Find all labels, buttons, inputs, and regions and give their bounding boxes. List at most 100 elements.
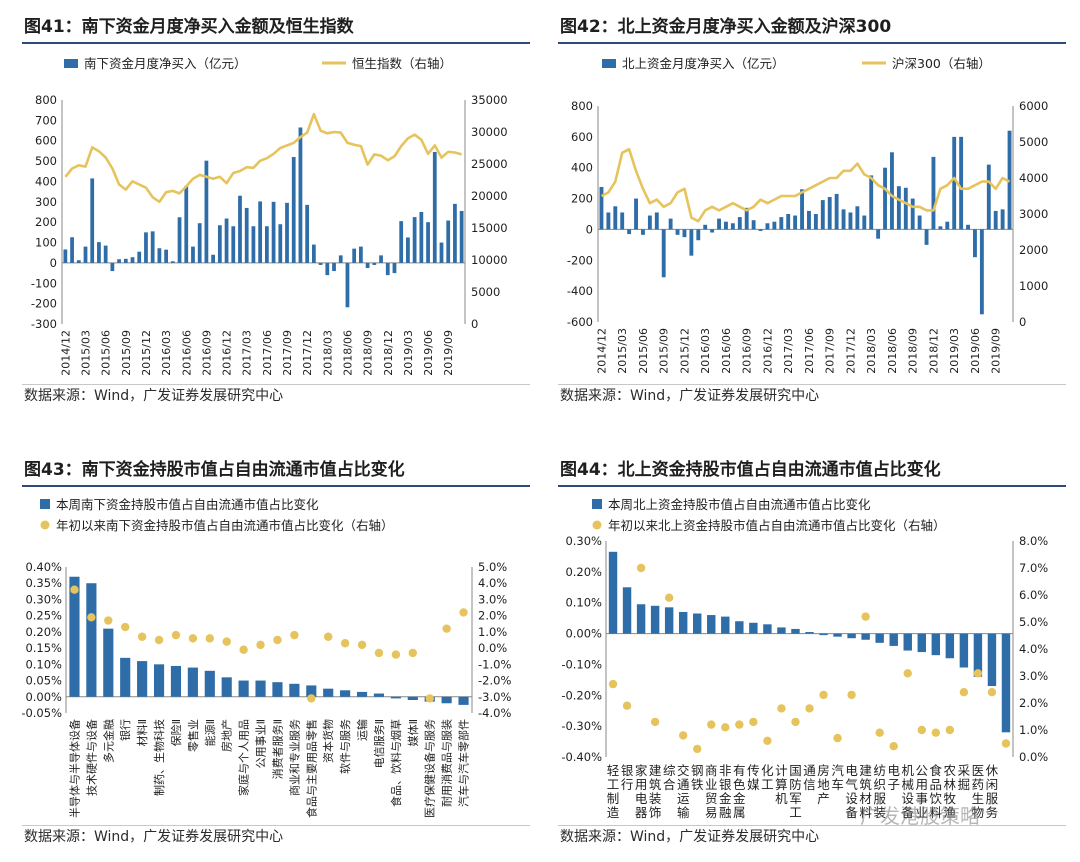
panel-title: 图41：南下资金月度净买入金额及恒生指数 (22, 12, 530, 44)
bar (910, 198, 915, 230)
category-label: 用 (916, 777, 929, 792)
bar (264, 226, 269, 263)
x-tick-label: 2016/06 (720, 328, 733, 374)
category-label: 织 (873, 777, 886, 792)
bar (359, 246, 363, 263)
dot (256, 640, 265, 650)
left-tick-label: 0.10% (25, 657, 62, 671)
panel-source: 数据来源：Wind，广发证券发展研究中心 (558, 825, 1066, 848)
bar (599, 187, 604, 230)
category-label: 饮 (930, 791, 943, 806)
category-label: 资本货物 (321, 719, 335, 763)
category-label: 银 (719, 777, 732, 792)
category-label: 林 (944, 777, 957, 792)
category-label: 车 (831, 777, 844, 792)
left-tick-label: -0.30% (561, 719, 602, 733)
bar (110, 262, 115, 272)
category-label: 料 (859, 805, 872, 820)
panel-source: 数据来源：Wind，广发证券发展研究中心 (558, 384, 1066, 407)
bar (83, 246, 88, 263)
bar (117, 259, 121, 263)
right-tick-label: 0.0% (478, 641, 507, 655)
left-tick-label: 0.30% (25, 592, 62, 606)
bar (847, 633, 856, 639)
left-tick-label: -0.05% (22, 706, 62, 720)
dot (324, 632, 333, 641)
bar (164, 249, 168, 263)
bar (144, 232, 148, 263)
right-tick-label: 8.0% (1019, 534, 1048, 548)
category-label: 金 (719, 791, 732, 806)
category-label: 属 (733, 805, 746, 820)
dot (664, 593, 674, 602)
left-tick-label: 0 (50, 256, 57, 270)
category-label: 物 (972, 805, 985, 820)
bar (634, 198, 638, 230)
bar (979, 229, 984, 315)
category-label: 建 (649, 763, 662, 778)
bar (323, 688, 334, 697)
panel-fig44: 图44：北上资金持股市值占自由流通市值占比变化 本周北上资金持股市值占自由流通市… (558, 455, 1066, 855)
left-tick-label: -0.10% (561, 657, 602, 671)
bar (231, 226, 236, 263)
bar (993, 210, 998, 230)
dot (273, 635, 282, 645)
bar (717, 218, 721, 230)
bar (332, 262, 336, 272)
left-tick-label: 0.10% (565, 596, 602, 610)
legend-line-label: 恒生指数（右轴） (352, 56, 452, 71)
category-label: 闲 (986, 777, 999, 792)
bar (721, 616, 730, 634)
category-label: 电 (845, 763, 858, 778)
right-tick-label: -1.0% (478, 657, 511, 671)
bar (938, 226, 943, 230)
bar (693, 613, 702, 634)
bar (407, 696, 418, 701)
bar (399, 221, 404, 263)
bar (650, 605, 660, 634)
bar (305, 204, 310, 263)
category-label: 运输 (355, 719, 369, 741)
bar (779, 217, 784, 230)
bar (917, 633, 926, 653)
x-tick-label: 2016/06 (180, 330, 193, 376)
bar (291, 157, 296, 263)
dot (636, 563, 646, 573)
category-label: 机 (901, 763, 914, 778)
category-label: 能源Ⅱ (203, 719, 217, 746)
x-tick-label: 2019/03 (948, 328, 961, 374)
bar (765, 223, 770, 230)
left-tick-label: 600 (571, 130, 593, 144)
right-tick-label: -2.0% (478, 674, 511, 688)
bar (197, 223, 202, 263)
dot (889, 742, 898, 751)
bar (945, 221, 950, 230)
x-tick-label: 2016/12 (761, 328, 774, 374)
bar (390, 696, 401, 699)
x-tick-label: 2015/03 (616, 328, 629, 374)
category-label: 通 (803, 763, 816, 778)
left-tick-label: -0.20% (561, 688, 602, 702)
bar (244, 207, 249, 263)
chart-fig43: 本周南下资金持股市值占自由流通市值占比变化年初以来南下资金持股市值占自由流通市值… (22, 497, 511, 818)
bar (103, 245, 108, 263)
category-label: 医疗保健设备与服务 (423, 719, 437, 818)
dot (973, 669, 983, 678)
dot (391, 650, 401, 659)
x-tick-label: 2019/09 (990, 328, 1003, 374)
x-tick-label: 2017/09 (824, 328, 837, 374)
category-label: 械 (901, 777, 914, 792)
right-tick-label: 0 (471, 317, 478, 331)
legend-bar-swatch (592, 499, 602, 509)
right-tick-label: 0 (1019, 315, 1026, 329)
bar (352, 248, 357, 263)
bar (271, 201, 276, 263)
category-label: 耐用消费品与服装 (440, 719, 454, 807)
bar (606, 212, 611, 230)
right-tick-label: -4.0% (478, 706, 511, 720)
category-label: 信 (803, 777, 816, 792)
bar (419, 212, 424, 263)
category-label: 轻 (607, 763, 620, 778)
bar (63, 249, 68, 263)
panel-fig41: 图41：南下资金月度净买入金额及恒生指数 南下资金月度净买入（亿元） 恒生指数（右… (22, 12, 530, 412)
